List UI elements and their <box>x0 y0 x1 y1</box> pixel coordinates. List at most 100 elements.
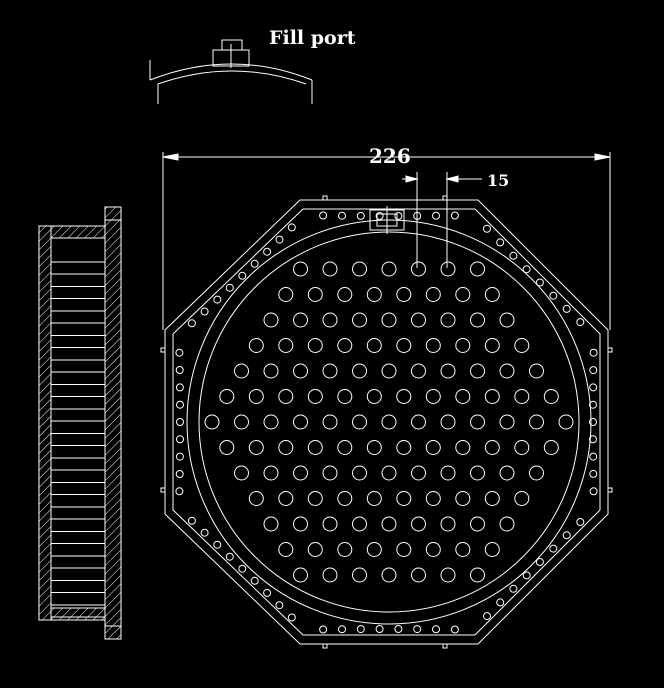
plate-hole <box>307 440 323 455</box>
rim-hole <box>338 625 346 634</box>
plate-hole <box>337 542 353 557</box>
plate-hole <box>322 261 338 277</box>
plate-hole <box>248 389 264 404</box>
rim-hole <box>496 598 505 607</box>
rim-hole <box>562 531 571 540</box>
plate-hole <box>411 261 426 277</box>
side-fin <box>50 482 106 495</box>
plate-hole <box>337 491 353 506</box>
rim-hole <box>483 612 491 621</box>
plate-hole <box>381 363 397 379</box>
plate-hole <box>337 287 353 302</box>
plate-hole <box>543 440 559 455</box>
side-top-wall <box>50 225 106 239</box>
plate-hole <box>293 567 308 583</box>
plate-hole <box>366 338 382 353</box>
plate-hole <box>366 389 382 404</box>
plate-hole <box>543 389 559 404</box>
octagon-outer <box>164 199 609 645</box>
plate-hole <box>352 312 367 328</box>
plate-hole <box>248 440 264 455</box>
plate-hole <box>396 491 412 506</box>
rim-hole <box>238 564 247 573</box>
side-fin <box>50 286 106 299</box>
plate-hole <box>396 389 412 404</box>
rim-hole <box>187 516 196 525</box>
plate-hole <box>307 287 323 302</box>
plate-hole <box>529 363 544 379</box>
plate-hole <box>440 516 456 532</box>
front-fill-port <box>369 206 405 234</box>
plate-hole <box>499 465 515 481</box>
plate-hole <box>278 440 294 455</box>
plate-hole <box>366 491 382 506</box>
rim-hole <box>225 283 234 292</box>
plate-hole <box>293 261 308 277</box>
rim-hole <box>589 383 598 392</box>
rim-hole <box>562 304 571 313</box>
fill-port-label: Fill port <box>269 27 356 49</box>
edge-tabs <box>160 195 613 649</box>
edge-tab <box>607 347 613 353</box>
rim-hole <box>549 291 558 300</box>
rim-hole <box>176 400 184 409</box>
rim-hole <box>496 238 505 247</box>
rim-hole <box>589 348 598 357</box>
plate-hole <box>263 465 279 481</box>
side-fin <box>50 604 106 618</box>
rim-hole <box>200 307 209 316</box>
plate-hole <box>484 491 500 506</box>
side-fin <box>50 433 106 446</box>
plate-hole <box>263 414 279 430</box>
side-fin <box>50 310 106 324</box>
plate-hole <box>425 338 441 353</box>
side-fin <box>50 555 106 569</box>
plate-hole <box>425 542 441 557</box>
plate-hole <box>455 389 471 404</box>
plate-hole <box>278 287 294 302</box>
plate-outer-ring <box>186 219 592 625</box>
side-fin <box>50 384 106 397</box>
plate-hole <box>352 261 367 277</box>
side-fin <box>50 506 106 520</box>
rim-hole <box>522 571 531 580</box>
rim-hole <box>589 452 598 461</box>
rim-hole <box>375 625 384 633</box>
plate-hole <box>366 287 382 302</box>
plate-hole <box>499 363 515 379</box>
side-fin <box>50 531 106 544</box>
plate-hole <box>396 440 412 455</box>
rim-hole <box>509 584 518 593</box>
rim-hole <box>522 265 531 274</box>
rim-hole <box>263 588 272 597</box>
rim-hole <box>225 552 234 561</box>
plate-hole <box>425 389 441 404</box>
side-front-plate <box>104 206 122 640</box>
plate-hole <box>293 312 308 328</box>
rim-hole <box>213 540 222 549</box>
plate-hole <box>499 414 515 430</box>
plate-hole <box>529 414 544 430</box>
fill-port-inner-arc <box>157 70 307 85</box>
edge-tab <box>160 487 166 493</box>
plate-hole <box>514 338 530 353</box>
rim-hole <box>238 271 247 280</box>
plate-hole <box>440 261 456 277</box>
rim-hole <box>413 625 422 634</box>
side-section-view <box>38 206 122 640</box>
plate-hole <box>411 516 426 532</box>
rim-hole <box>175 383 184 392</box>
edge-tab <box>607 487 613 493</box>
rim-hole <box>394 212 403 220</box>
rim-hole <box>356 211 365 220</box>
plate-hole <box>470 516 485 532</box>
plate-hole <box>440 567 456 583</box>
dim-arrow-left <box>162 153 179 161</box>
plate-hole <box>263 363 279 379</box>
edge-tab <box>442 195 448 201</box>
rim-hole <box>319 625 328 634</box>
plate-hole <box>337 338 353 353</box>
plate-hole <box>499 312 515 328</box>
plate-hole <box>440 363 456 379</box>
plate-hole <box>293 363 308 379</box>
